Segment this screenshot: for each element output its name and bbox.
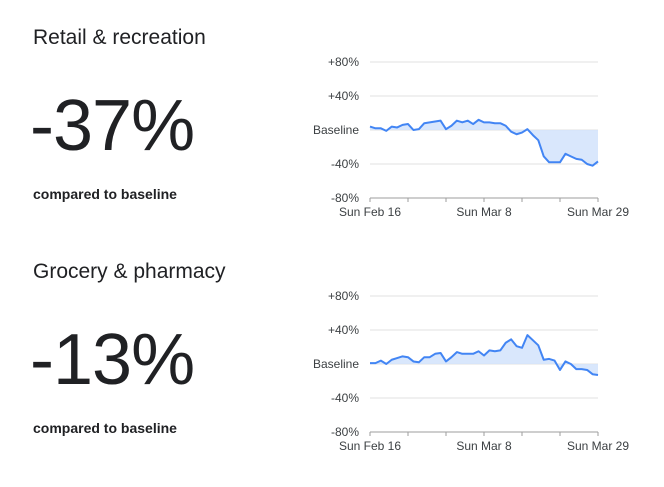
x-tick-label: Sun Feb 16 bbox=[339, 205, 401, 219]
panel-retail: Retail & recreation -37% compared to bas… bbox=[0, 0, 664, 234]
x-tick-label: Sun Mar 8 bbox=[456, 205, 512, 219]
change-value: -37% bbox=[30, 86, 195, 166]
compare-label: compared to baseline bbox=[33, 420, 177, 436]
x-tick-label: Sun Mar 29 bbox=[567, 439, 629, 453]
y-tick-label: Baseline bbox=[313, 123, 359, 137]
panel-grocery: Grocery & pharmacy -13% compared to base… bbox=[0, 234, 664, 468]
y-tick-label: -80% bbox=[331, 425, 359, 439]
change-value: -13% bbox=[30, 320, 195, 400]
series-line bbox=[370, 334, 599, 377]
x-tick-label: Sun Mar 8 bbox=[456, 439, 512, 453]
y-tick-label: +80% bbox=[328, 289, 359, 303]
y-tick-label: +40% bbox=[328, 323, 359, 337]
series-area bbox=[370, 119, 598, 166]
x-tick-label: Sun Mar 29 bbox=[567, 205, 629, 219]
y-tick-label: Baseline bbox=[313, 357, 359, 371]
y-tick-label: -40% bbox=[331, 157, 359, 171]
y-tick-label: +80% bbox=[328, 55, 359, 69]
y-tick-label: -40% bbox=[331, 391, 359, 405]
x-tick-label: Sun Feb 16 bbox=[339, 439, 401, 453]
y-tick-label: +40% bbox=[328, 89, 359, 103]
y-tick-label: -80% bbox=[331, 191, 359, 205]
compare-label: compared to baseline bbox=[33, 186, 177, 202]
panel-title: Grocery & pharmacy bbox=[33, 260, 226, 283]
series-line bbox=[369, 118, 599, 167]
retail-chart: +80% +40% Baseline -40% -80%Sun Feb 16 Sun Ma… bbox=[313, 55, 629, 219]
panel-title: Retail & recreation bbox=[33, 26, 206, 49]
grocery-chart: +80% +40% Baseline -40% -80%Sun Feb 16 Sun Ma… bbox=[313, 289, 629, 453]
